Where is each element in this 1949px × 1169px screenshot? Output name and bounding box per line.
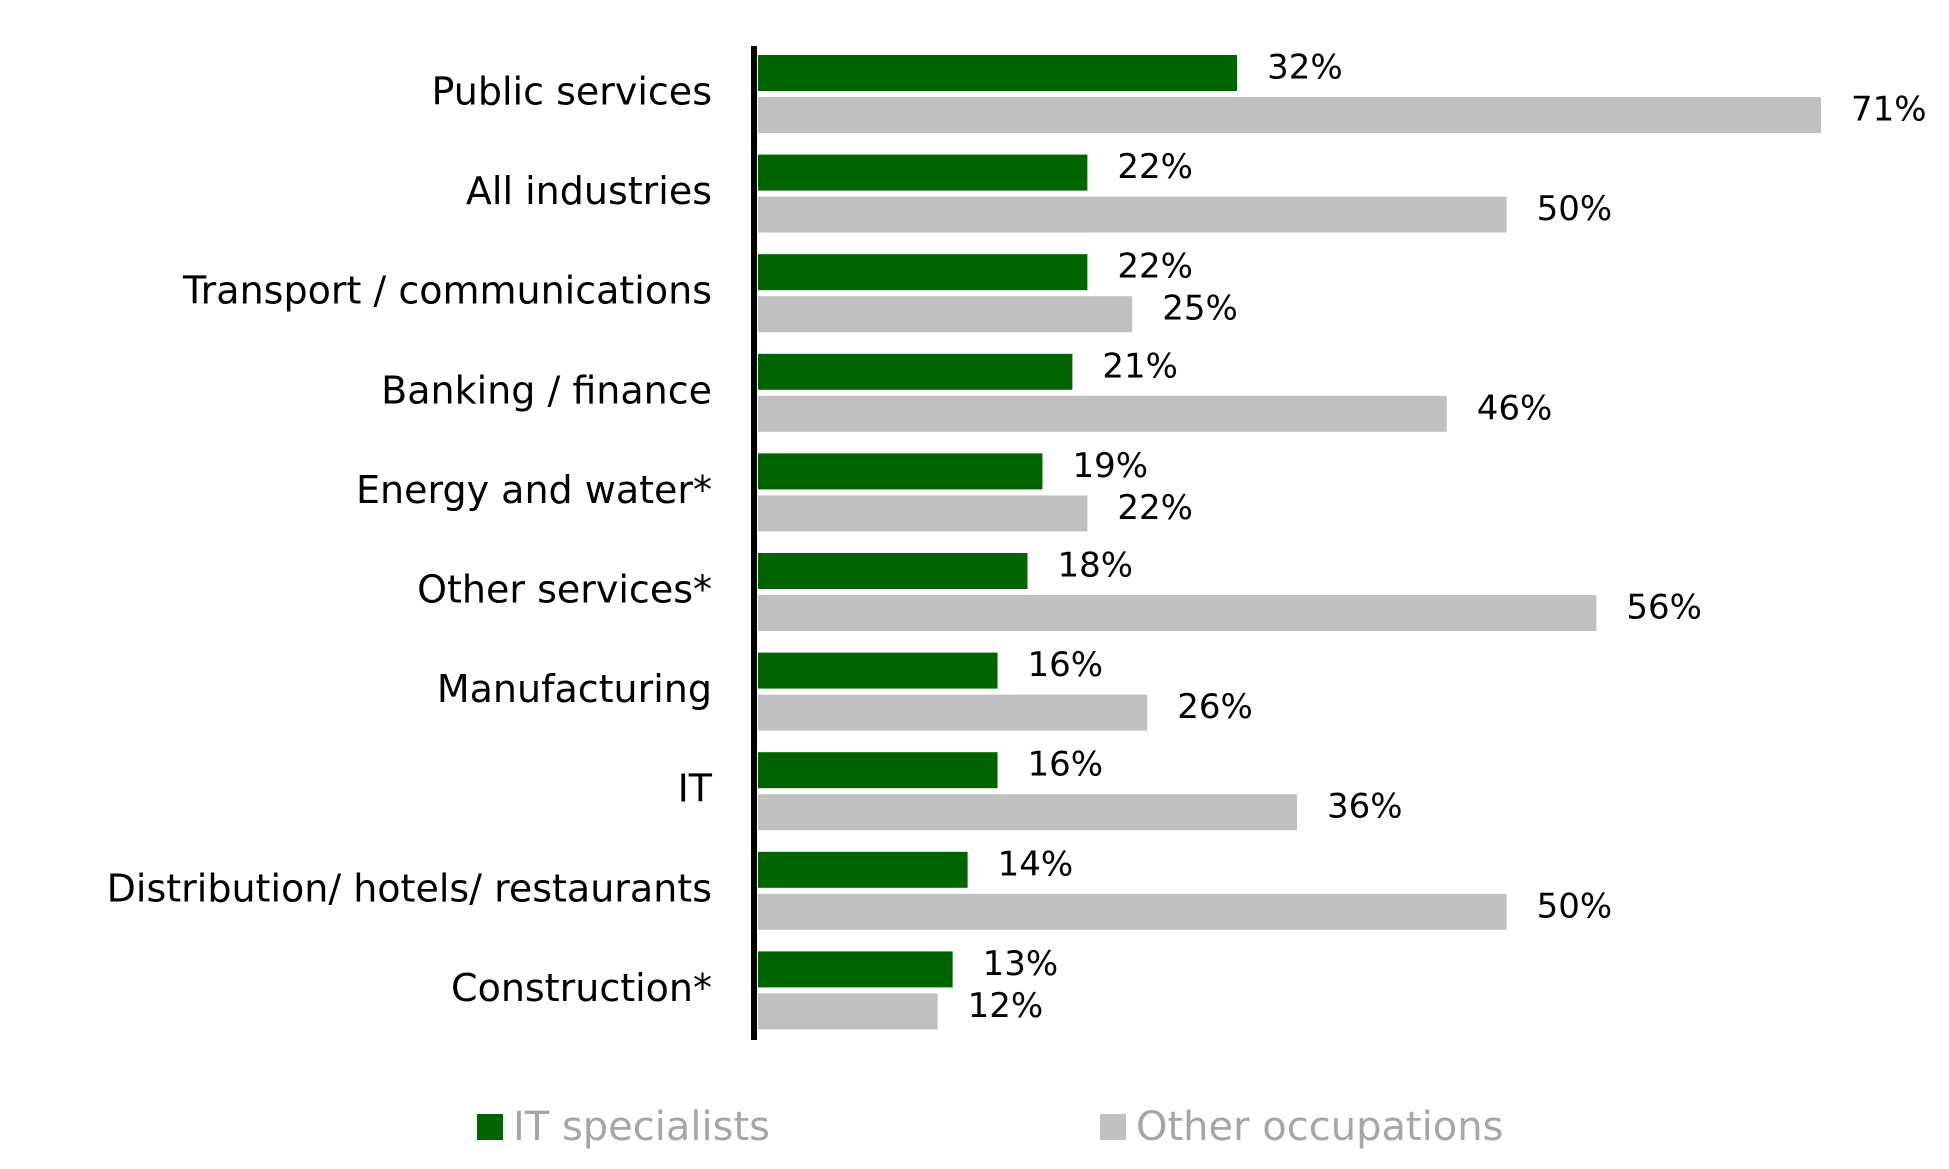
category-label-energy-and-water: Energy and water*: [356, 468, 712, 512]
data-label-it-specialists-distribution-hotels-restaurants: 14%: [998, 844, 1074, 884]
category-label-it: IT: [678, 767, 713, 811]
bar-other-occupations-it: [758, 794, 1297, 831]
bars-layer: [758, 55, 1821, 1030]
category-label-all-industries: All industries: [466, 169, 712, 213]
bar-other-occupations-transport-communications: [758, 296, 1133, 333]
data-label-it-specialists-all-industries: 22%: [1117, 147, 1193, 187]
category-label-distribution-hotels-restaurants: Distribution/ hotels/ restaurants: [107, 866, 712, 910]
data-label-other-occupations-distribution-hotels-restaurants: 50%: [1537, 886, 1613, 926]
data-label-it-specialists-other-services: 18%: [1057, 546, 1133, 586]
bar-it-specialists-it: [758, 752, 998, 789]
data-label-it-specialists-it: 16%: [1028, 745, 1104, 785]
data-label-it-specialists-energy-and-water: 19%: [1072, 446, 1148, 486]
bar-other-occupations-energy-and-water: [758, 495, 1088, 532]
bar-it-specialists-public-services: [758, 55, 1238, 91]
bar-other-occupations-other-services: [758, 595, 1597, 631]
legend-swatch-other-occupations: [1100, 1114, 1126, 1140]
labels-layer: Public services 32% 71% All industries 22% 50…: [107, 48, 1927, 1026]
legend-item-it-specialists: IT specialists: [477, 1104, 770, 1150]
bar-other-occupations-all-industries: [758, 196, 1507, 233]
category-label-banking-finance: Banking / finance: [381, 368, 712, 412]
legend-label-it-specialists: IT specialists: [513, 1104, 770, 1150]
bar-other-occupations-construction: [758, 993, 938, 1030]
data-label-it-specialists-manufacturing: 16%: [1028, 645, 1104, 685]
data-label-other-occupations-banking-finance: 46%: [1477, 388, 1553, 428]
legend-item-other-occupations: Other occupations: [1100, 1104, 1503, 1150]
data-label-other-occupations-construction: 12%: [968, 986, 1044, 1026]
data-label-other-occupations-other-services: 56%: [1626, 588, 1702, 628]
bar-it-specialists-manufacturing: [758, 652, 998, 689]
bar-it-specialists-energy-and-water: [758, 453, 1043, 490]
bar-it-specialists-distribution-hotels-restaurants: [758, 851, 968, 888]
bar-other-occupations-public-services: [758, 97, 1821, 133]
category-label-manufacturing: Manufacturing: [437, 667, 712, 711]
category-label-construction: Construction*: [451, 966, 712, 1010]
data-label-it-specialists-transport-communications: 22%: [1117, 247, 1193, 287]
category-label-other-services: Other services*: [417, 568, 712, 612]
bar-it-specialists-all-industries: [758, 154, 1088, 191]
bar-other-occupations-banking-finance: [758, 395, 1447, 432]
category-label-transport-communications: Transport / communications: [182, 269, 712, 313]
bar-other-occupations-manufacturing: [758, 694, 1148, 731]
bar-it-specialists-banking-finance: [758, 353, 1073, 390]
legend-swatch-it-specialists: [477, 1114, 503, 1140]
bar-other-occupations-distribution-hotels-restaurants: [758, 893, 1507, 930]
category-label-public-services: Public services: [432, 70, 712, 114]
bar-it-specialists-transport-communications: [758, 254, 1088, 291]
data-label-it-specialists-public-services: 32%: [1267, 48, 1343, 88]
data-label-other-occupations-energy-and-water: 22%: [1117, 488, 1193, 528]
data-label-other-occupations-all-industries: 50%: [1537, 189, 1613, 229]
data-label-other-occupations-manufacturing: 26%: [1177, 687, 1253, 727]
bar-it-specialists-construction: [758, 951, 953, 988]
bar-it-specialists-other-services: [758, 553, 1028, 589]
data-label-other-occupations-it: 36%: [1327, 787, 1403, 827]
data-label-it-specialists-construction: 13%: [983, 944, 1059, 984]
data-label-other-occupations-transport-communications: 25%: [1162, 289, 1238, 329]
data-label-other-occupations-public-services: 71%: [1851, 90, 1927, 130]
legend-label-other-occupations: Other occupations: [1136, 1104, 1504, 1150]
data-label-it-specialists-banking-finance: 21%: [1102, 346, 1178, 386]
